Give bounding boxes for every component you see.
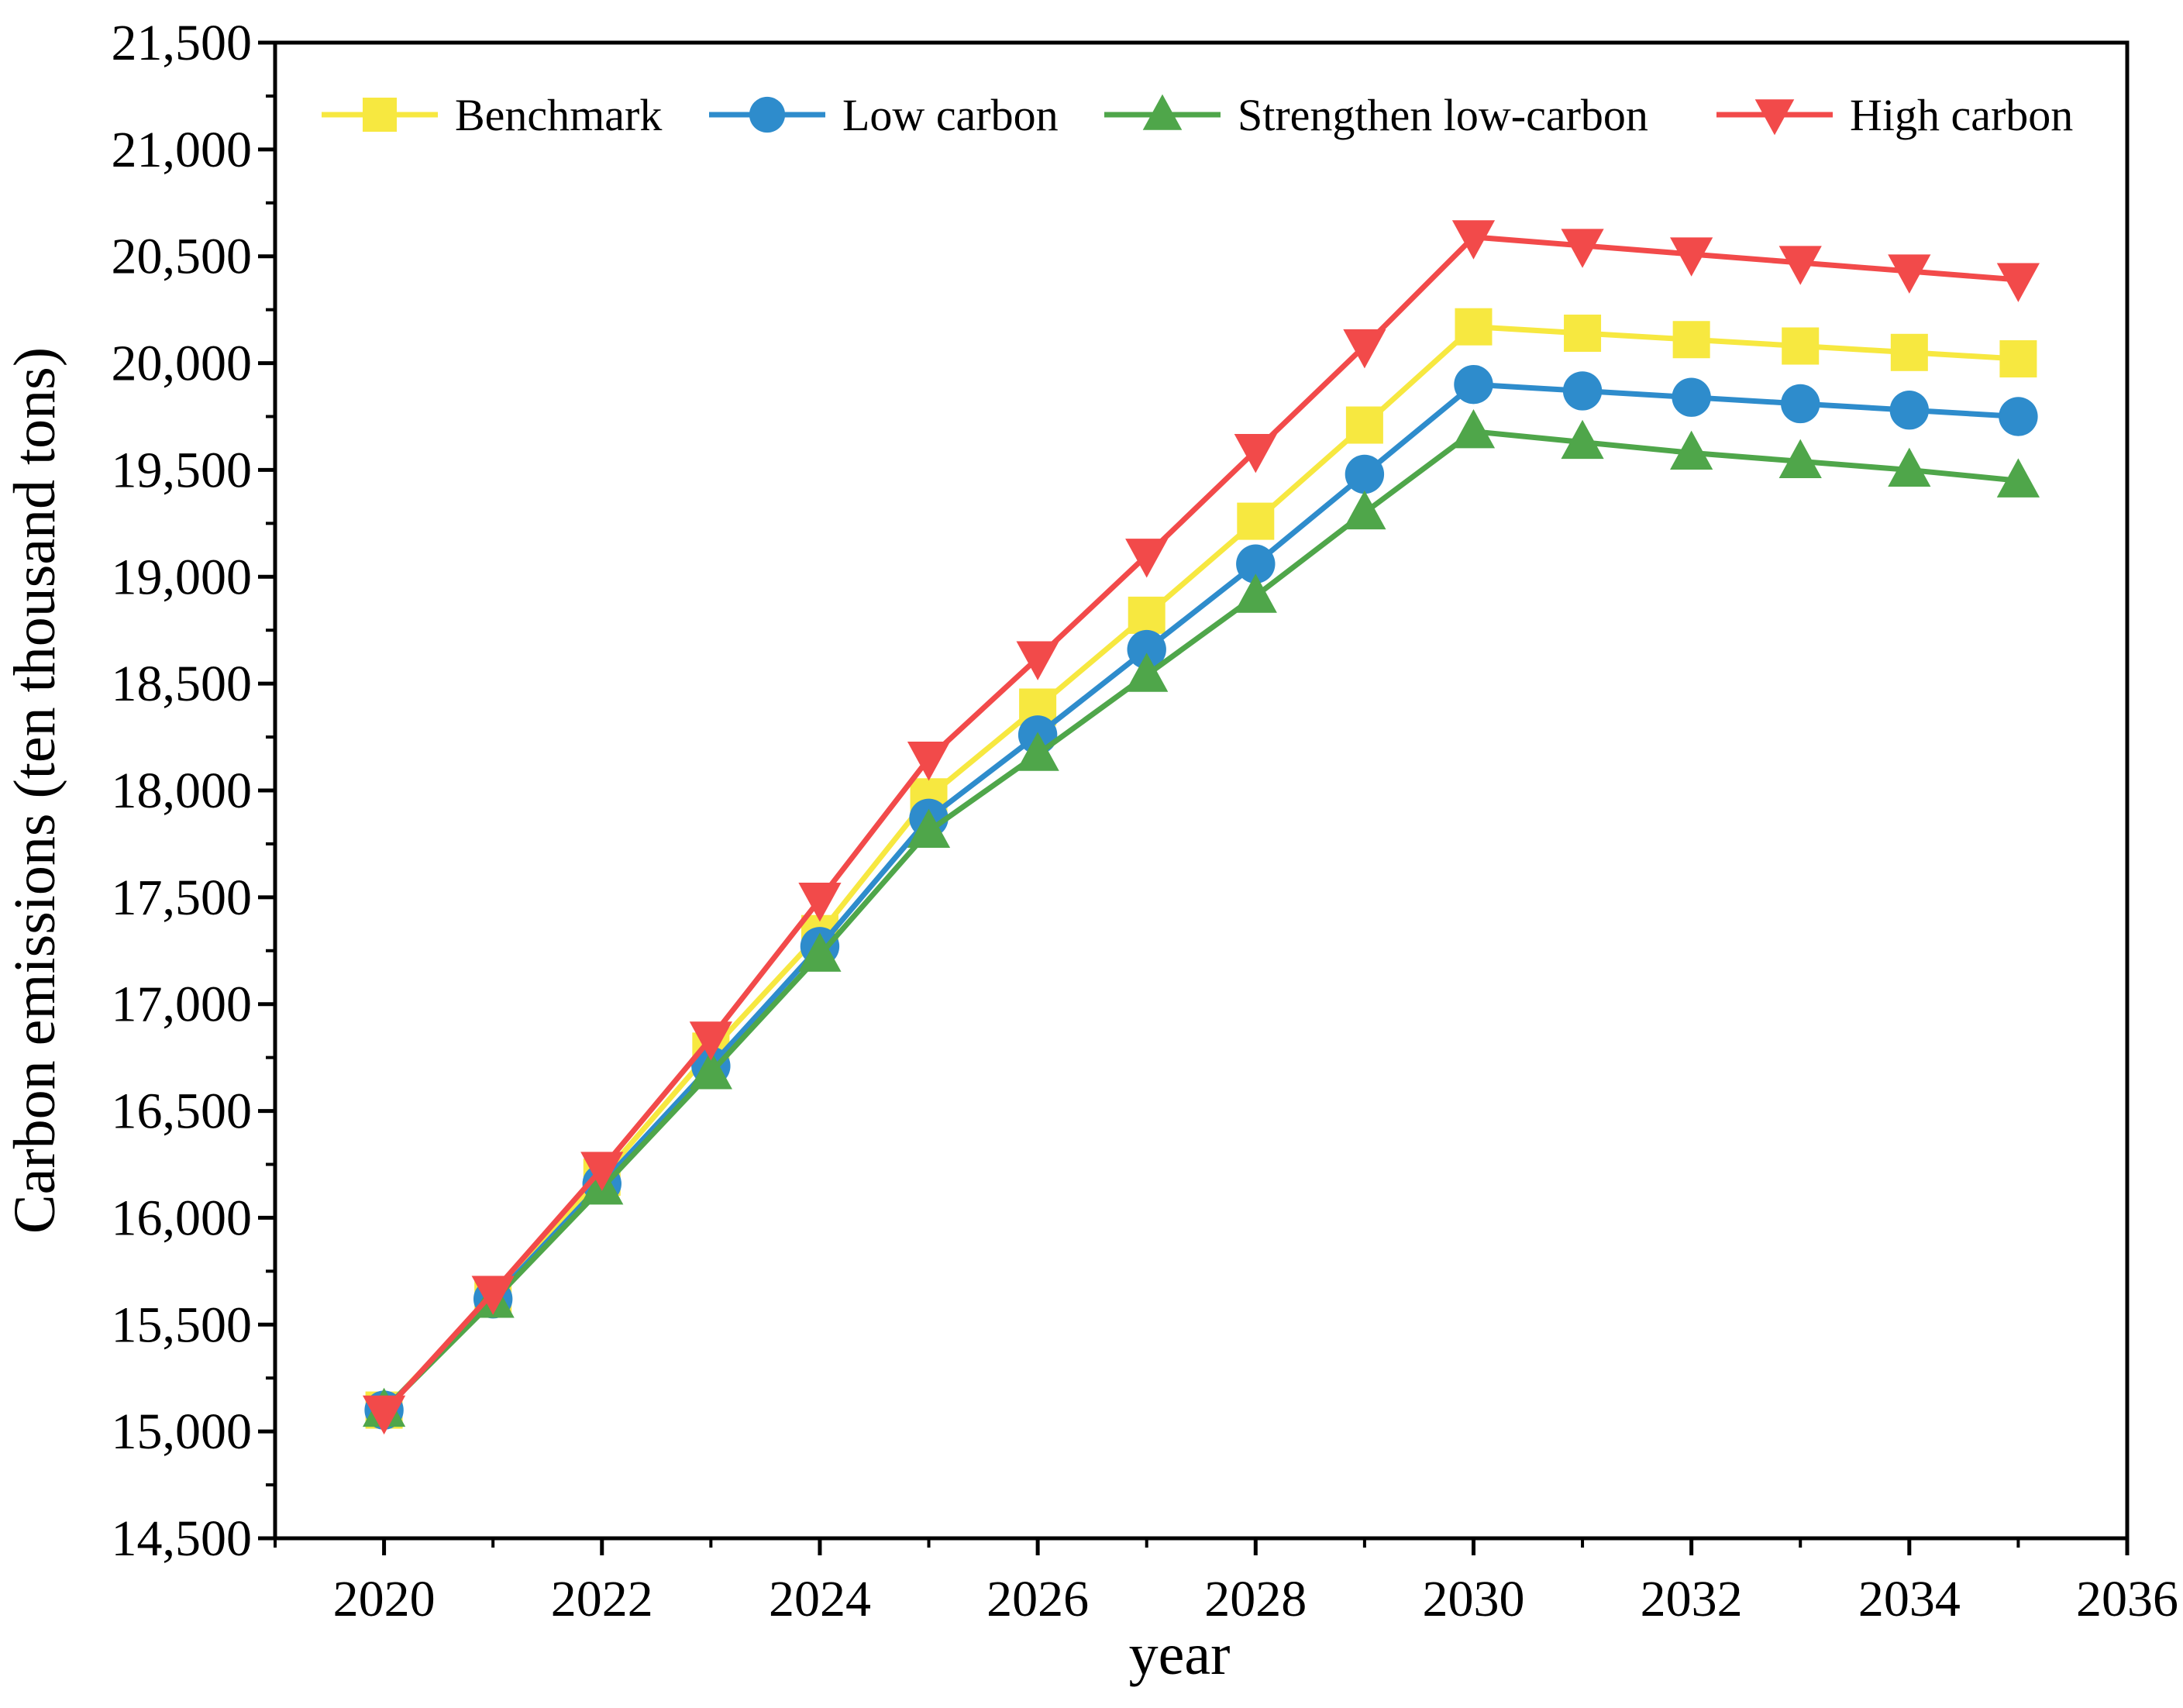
legend-label: Benchmark xyxy=(455,90,662,140)
series-line xyxy=(382,234,2019,1414)
series-high-carbon xyxy=(362,220,2040,1435)
data-point xyxy=(1754,99,1795,136)
data-point xyxy=(798,883,842,922)
data-point xyxy=(1016,732,1059,771)
data-point xyxy=(1890,333,1928,371)
legend-item: Low carbon xyxy=(709,90,1059,140)
x-tick-label: 2020 xyxy=(333,1571,436,1627)
data-point xyxy=(1888,447,1931,487)
data-point xyxy=(1672,321,1710,359)
legend-label: Low carbon xyxy=(842,90,1059,140)
series-line xyxy=(382,381,2019,1413)
y-tick-label: 14,500 xyxy=(112,1510,253,1567)
data-point xyxy=(1561,419,1604,460)
series-line xyxy=(382,429,2019,1413)
y-tick-label: 20,500 xyxy=(112,229,253,285)
data-point xyxy=(1781,384,1820,424)
data-point xyxy=(1234,434,1277,473)
data-point xyxy=(907,808,951,848)
x-tick-label: 2026 xyxy=(986,1571,1089,1627)
data-point xyxy=(689,1021,732,1061)
data-point xyxy=(471,1276,515,1315)
data-point xyxy=(1454,364,1493,405)
axis-ticks: 14,500 15,000 15,500 16,000 16,500 17,000 17,5… xyxy=(112,15,2179,1627)
y-tick-label: 21,000 xyxy=(112,122,253,178)
data-point xyxy=(749,96,786,133)
data-point xyxy=(1451,220,1496,260)
x-tick-label: 2028 xyxy=(1204,1571,1307,1627)
data-point xyxy=(1125,653,1169,692)
data-point xyxy=(1345,454,1385,494)
data-point xyxy=(1142,94,1183,130)
data-point xyxy=(1996,458,2040,498)
series-strengthen-low-carbon xyxy=(362,409,2040,1427)
y-axis-title: Carbon emissions (ten thousand tons) xyxy=(2,347,67,1234)
legend-label: Strengthen low-carbon xyxy=(1238,90,1648,140)
data-point xyxy=(1125,539,1169,578)
data-point xyxy=(689,1050,732,1090)
x-tick-label: 2024 xyxy=(769,1571,871,1627)
x-axis-title: year xyxy=(1129,1622,1231,1687)
data-point xyxy=(1889,391,1930,430)
series-low-carbon xyxy=(364,364,2038,1430)
data-point xyxy=(1564,314,1602,352)
legend: Benchmark Low carbon Strengthen low-carbon… xyxy=(322,90,2073,140)
data-point xyxy=(1888,254,1931,294)
legend-item: High carbon xyxy=(1716,90,2073,140)
y-tick-label: 19,000 xyxy=(112,549,253,605)
data-point xyxy=(1782,327,1820,365)
data-point xyxy=(1016,641,1059,680)
data-point xyxy=(1343,490,1386,530)
y-tick-label: 15,500 xyxy=(112,1296,253,1353)
y-tick-label: 18,000 xyxy=(112,763,253,819)
y-tick-label: 18,500 xyxy=(112,656,253,712)
plot-frame xyxy=(273,40,2130,1541)
y-tick-label: 19,500 xyxy=(112,442,253,498)
data-point xyxy=(1672,377,1711,417)
data-point xyxy=(1778,439,1822,478)
data-point xyxy=(1236,544,1276,584)
data-point xyxy=(1237,502,1275,540)
data-point xyxy=(362,1395,406,1435)
y-tick-label: 17,500 xyxy=(112,869,253,926)
data-point xyxy=(907,742,951,781)
y-tick-label: 17,000 xyxy=(112,976,253,1033)
data-point xyxy=(363,98,397,132)
x-tick-label: 2030 xyxy=(1422,1571,1524,1627)
legend-item: Strengthen low-carbon xyxy=(1104,90,1648,140)
data-point xyxy=(1451,409,1496,449)
x-tick-label: 2036 xyxy=(2076,1571,2178,1627)
series-line xyxy=(382,324,2019,1412)
data-point xyxy=(1999,340,2037,378)
x-tick-label: 2034 xyxy=(1858,1571,1961,1627)
x-tick-label: 2032 xyxy=(1641,1571,1743,1627)
legend-label: High carbon xyxy=(1850,90,2073,140)
y-tick-label: 21,500 xyxy=(112,15,253,71)
data-point xyxy=(1455,308,1493,346)
y-tick-label: 15,000 xyxy=(112,1403,253,1460)
y-tick-label: 16,000 xyxy=(112,1190,253,1246)
data-point xyxy=(1343,329,1386,369)
series-layer xyxy=(362,220,2040,1435)
legend-item: Benchmark xyxy=(322,90,662,140)
y-tick-label: 16,500 xyxy=(112,1083,253,1140)
data-point xyxy=(1234,573,1277,613)
data-point xyxy=(1778,246,1822,285)
data-point xyxy=(1127,629,1166,670)
x-tick-label: 2022 xyxy=(551,1571,653,1627)
y-axis-title-group: Carbon emissions (ten thousand tons) xyxy=(2,347,67,1234)
y-tick-label: 20,000 xyxy=(112,336,253,392)
data-point xyxy=(1670,430,1713,470)
data-point xyxy=(1561,229,1604,268)
data-point xyxy=(1345,406,1383,444)
data-point xyxy=(580,1152,624,1191)
data-point xyxy=(1670,237,1713,277)
data-point xyxy=(1562,371,1603,411)
data-point xyxy=(1996,263,2040,302)
data-point xyxy=(1128,596,1166,634)
data-point xyxy=(1999,397,2038,436)
data-point xyxy=(798,932,842,972)
